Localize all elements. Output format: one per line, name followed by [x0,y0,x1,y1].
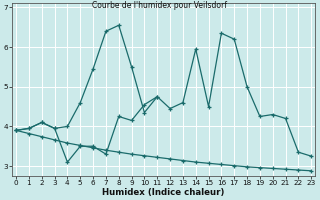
Text: Courbe de l'humidex pour Veilsdorf: Courbe de l'humidex pour Veilsdorf [92,1,228,10]
X-axis label: Humidex (Indice chaleur): Humidex (Indice chaleur) [102,188,225,197]
